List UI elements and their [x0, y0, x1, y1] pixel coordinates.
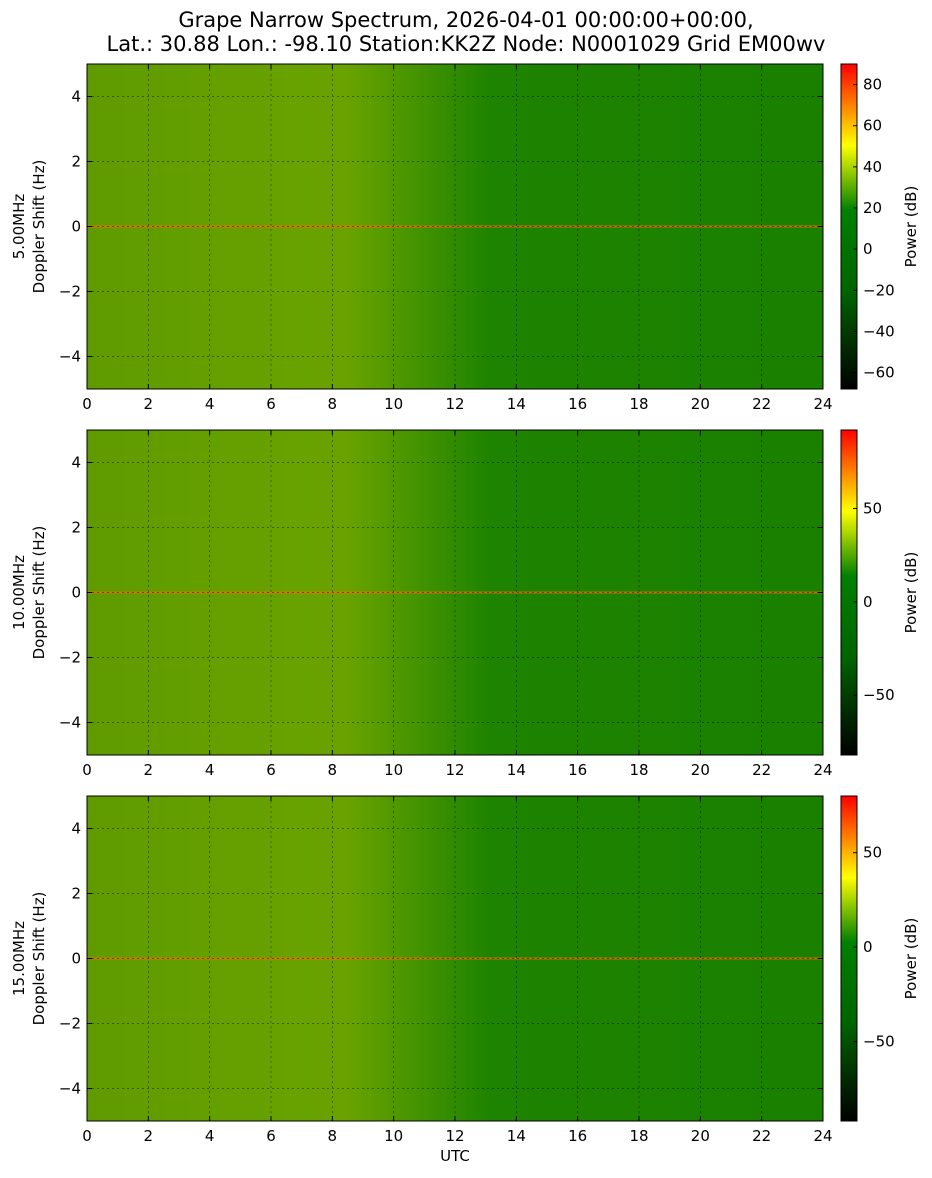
colorbar — [840, 795, 858, 1122]
y-tick-label: −4 — [59, 1080, 81, 1098]
x-tick-label: 16 — [568, 761, 587, 779]
x-tick-label: 18 — [629, 761, 648, 779]
x-tick-label: 20 — [691, 1127, 710, 1145]
y-tick-label: 4 — [71, 88, 81, 106]
x-tick-label: 6 — [266, 761, 276, 779]
x-tick-label: 16 — [568, 1127, 587, 1145]
x-tick-label: 24 — [813, 761, 832, 779]
y-tick-label: 0 — [71, 950, 81, 968]
x-tick-label: 0 — [82, 1127, 92, 1145]
colorbar-tick-label: 80 — [863, 76, 882, 94]
x-tick-label: 10 — [384, 395, 403, 413]
colorbar — [840, 63, 858, 390]
y-tick-label: 2 — [71, 153, 81, 171]
colorbar — [840, 429, 858, 756]
x-tick-label: 2 — [144, 1127, 154, 1145]
y-axis-label-band: 5.00MHz — [10, 194, 28, 260]
colorbar-tick-label: 0 — [863, 240, 873, 258]
colorbar-tick-label: 40 — [863, 158, 882, 176]
y-axis-label: Doppler Shift (Hz) — [30, 160, 48, 294]
x-tick-label: 4 — [205, 1127, 215, 1145]
colorbar-label: Power (dB) — [902, 186, 920, 268]
x-tick-label: 10 — [384, 761, 403, 779]
y-tick-label: 4 — [71, 454, 81, 472]
y-axis-label: Doppler Shift (Hz) — [30, 526, 48, 660]
x-tick-label: 18 — [629, 1127, 648, 1145]
colorbar-label: Power (dB) — [902, 918, 920, 1000]
x-tick-label: 24 — [813, 1127, 832, 1145]
x-tick-label: 22 — [752, 395, 771, 413]
colorbar-tick-label: −20 — [863, 281, 895, 299]
x-tick-label: 2 — [144, 395, 154, 413]
y-tick-label: 0 — [71, 218, 81, 236]
colorbar-tick-label: −50 — [863, 1033, 895, 1051]
colorbar-tick-label: −50 — [863, 686, 895, 704]
x-tick-label: 12 — [445, 761, 464, 779]
x-tick-label: 0 — [82, 395, 92, 413]
colorbar-tick-label: 50 — [863, 499, 882, 517]
x-tick-label: 14 — [507, 761, 526, 779]
colorbar-label: Power (dB) — [902, 552, 920, 634]
y-tick-label: −2 — [59, 1015, 81, 1033]
x-tick-label: 22 — [752, 761, 771, 779]
colorbar-tick-label: 0 — [863, 938, 873, 956]
x-axis-label: UTC — [440, 1147, 470, 1165]
y-axis-label-band: 10.00MHz — [10, 555, 28, 630]
x-tick-label: 8 — [328, 395, 338, 413]
colorbar-tick-label: −60 — [863, 364, 895, 382]
x-tick-label: 4 — [205, 761, 215, 779]
colorbar-tick-label: −40 — [863, 322, 895, 340]
y-axis-label-band: 15.00MHz — [10, 921, 28, 996]
x-tick-label: 18 — [629, 395, 648, 413]
y-tick-label: −4 — [59, 348, 81, 366]
y-tick-label: −2 — [59, 649, 81, 667]
colorbar-tick-label: 20 — [863, 199, 882, 217]
x-tick-label: 6 — [266, 395, 276, 413]
x-tick-label: 12 — [445, 395, 464, 413]
y-tick-label: 2 — [71, 519, 81, 537]
chart-title-line-2: Lat.: 30.88 Lon.: -98.10 Station:KK2Z No… — [106, 32, 826, 56]
x-tick-label: 10 — [384, 1127, 403, 1145]
x-tick-label: 14 — [507, 395, 526, 413]
colorbar-tick-label: 50 — [863, 844, 882, 862]
x-tick-label: 24 — [813, 395, 832, 413]
colorbar-tick-label: 0 — [863, 593, 873, 611]
x-tick-label: 4 — [205, 395, 215, 413]
x-tick-label: 20 — [691, 395, 710, 413]
x-tick-label: 6 — [266, 1127, 276, 1145]
x-tick-label: 20 — [691, 761, 710, 779]
x-tick-label: 8 — [328, 1127, 338, 1145]
colorbar-tick-label: 60 — [863, 117, 882, 135]
x-tick-label: 0 — [82, 761, 92, 779]
x-tick-label: 12 — [445, 1127, 464, 1145]
y-tick-label: 2 — [71, 885, 81, 903]
y-tick-label: 4 — [71, 820, 81, 838]
chart-title-line-1: Grape Narrow Spectrum, 2026-04-01 00:00:… — [178, 8, 754, 32]
x-tick-label: 16 — [568, 395, 587, 413]
y-tick-label: 0 — [71, 584, 81, 602]
x-tick-label: 8 — [328, 761, 338, 779]
x-tick-label: 14 — [507, 1127, 526, 1145]
x-tick-label: 22 — [752, 1127, 771, 1145]
y-axis-label: Doppler Shift (Hz) — [30, 892, 48, 1026]
y-tick-label: −2 — [59, 283, 81, 301]
y-tick-label: −4 — [59, 714, 81, 732]
x-tick-label: 2 — [144, 761, 154, 779]
